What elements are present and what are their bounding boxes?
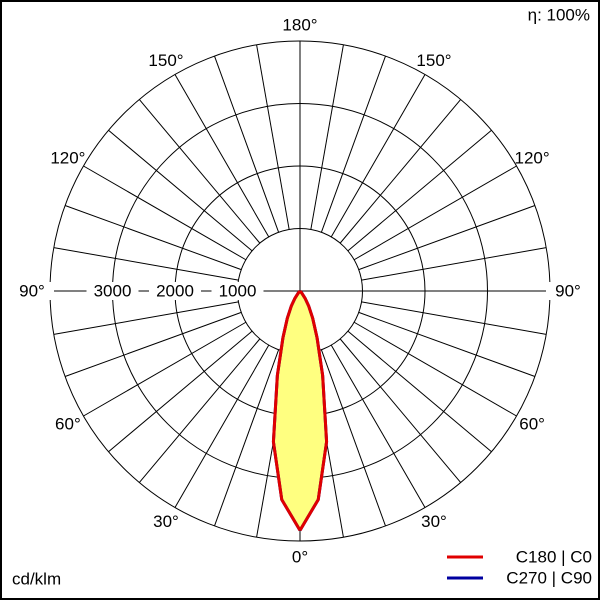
grid-spoke: [358, 205, 536, 271]
grid-spoke: [83, 165, 247, 261]
a-tick-label: 150°: [416, 51, 451, 70]
grid-spoke: [108, 330, 253, 453]
label-bg: [211, 282, 264, 300]
grid-spoke: [64, 311, 242, 377]
grid-spoke: [310, 44, 344, 230]
efficiency: η: 100%: [528, 5, 590, 24]
grid-spoke: [353, 321, 517, 417]
grid-spoke: [330, 74, 426, 238]
label-bg: [10, 282, 54, 300]
label-bg: [149, 282, 201, 300]
labels: 1000 2000 3000 0° 30° 30° 60° 60° 90° 90° 120° 120°…: [10, 15, 590, 566]
label-bg: [546, 282, 590, 300]
grid-spoke: [214, 349, 280, 527]
label-bg: [86, 282, 139, 300]
grid-spoke: [83, 321, 247, 417]
grid-spoke: [353, 165, 517, 261]
grid-spoke: [138, 338, 261, 483]
grid-spoke: [358, 311, 536, 377]
area-fill: [273, 291, 327, 531]
grid-spoke: [174, 344, 270, 508]
a-tick-label: 180°: [282, 15, 317, 34]
grid-spoke: [138, 99, 261, 244]
grid-spoke: [256, 44, 290, 230]
grid-spoke: [53, 247, 239, 281]
grid-spoke: [53, 301, 239, 335]
r-tick-label: 2000: [156, 281, 194, 300]
grid-spoke: [320, 349, 386, 527]
a-tick-label: 30°: [421, 512, 447, 531]
grid-spoke: [361, 301, 547, 335]
a-tick-label: 150°: [148, 51, 183, 70]
r-tick-label: 3000: [94, 281, 132, 300]
grid-spoke: [347, 330, 492, 453]
a-tick-label: 30°: [153, 512, 179, 531]
grid-spoke: [174, 74, 270, 238]
grid-spoke: [214, 55, 280, 233]
plot: [271, 290, 329, 532]
legend-label: C270 | C90: [506, 568, 592, 587]
grid-spoke: [320, 55, 386, 233]
a-tick-label: 120°: [50, 148, 85, 167]
r-tick-label: 1000: [219, 281, 257, 300]
grid-spoke: [361, 247, 547, 281]
curve: [298, 290, 329, 532]
grid-spoke: [108, 129, 253, 252]
a-tick-label: 90°: [555, 281, 581, 300]
legend: C180 | C0 C270 | C90: [447, 547, 592, 587]
grid-spoke: [64, 205, 242, 271]
unit-label: cd/klm: [12, 569, 61, 588]
grid-spoke: [330, 344, 426, 508]
a-tick-label: 0°: [292, 547, 308, 566]
grid-spoke: [339, 338, 462, 483]
grid-spoke: [339, 99, 462, 244]
a-tick-label: 60°: [55, 414, 81, 433]
a-tick-label: 120°: [515, 148, 550, 167]
curve: [271, 290, 302, 532]
a-tick-label: 60°: [519, 414, 545, 433]
grid-spoke: [347, 129, 492, 252]
legend-label: C180 | C0: [516, 547, 592, 566]
a-tick-label: 90°: [19, 281, 45, 300]
